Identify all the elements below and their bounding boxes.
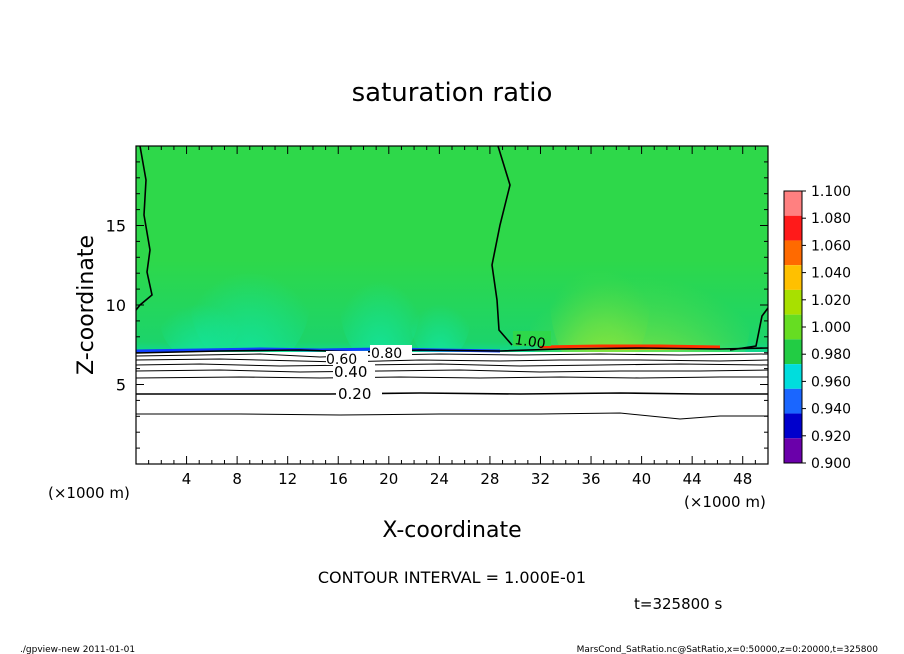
y-tick-label: 5	[116, 376, 126, 395]
moist-region	[410, 280, 470, 360]
contour-interval: CONTOUR INTERVAL = 1.000E-01	[318, 568, 586, 587]
colorbar-swatch	[784, 289, 802, 315]
colorbar-swatch	[784, 438, 802, 463]
colorbar-label: 0.920	[811, 429, 851, 445]
x-tick-label: 32	[531, 470, 550, 488]
x-tick-label: 48	[733, 470, 752, 488]
contour-label: 0.80	[371, 346, 402, 362]
x-tick-label: 44	[683, 470, 702, 488]
y-ticks: 5 10 15	[106, 145, 768, 465]
colorbar-label: 1.020	[811, 293, 851, 309]
contour-label: 1.00	[513, 332, 546, 352]
colorbar-swatch	[784, 314, 802, 340]
colorbar-swatch	[784, 265, 802, 290]
chart-title: saturation ratio	[352, 78, 553, 108]
x-axis-label: X-coordinate	[382, 518, 521, 543]
x-tick-label: 16	[329, 470, 348, 488]
colorbar-label: 0.960	[811, 374, 851, 390]
contour-label: 0.20	[338, 385, 371, 403]
x-tick-label: 8	[232, 470, 242, 488]
x-tick-label: 20	[379, 470, 398, 488]
contour-label: 0.40	[334, 363, 367, 381]
colorbar-swatch	[784, 339, 802, 365]
colorbar-label: 1.060	[811, 238, 851, 254]
x-tick-label: 36	[581, 470, 600, 488]
colorbar-swatch	[784, 215, 802, 241]
colorbar-label: 1.100	[811, 184, 851, 200]
x-tick-label: 12	[278, 470, 297, 488]
surface-layer	[136, 352, 768, 464]
colorbar-label: 0.900	[811, 456, 851, 472]
y-tick-label: 10	[106, 296, 126, 315]
footer-right: MarsCond_SatRatio.nc@SatRatio,x=0:50000,…	[577, 645, 879, 654]
y-tick-label: 15	[106, 217, 126, 236]
x-unit-right: (×1000 m)	[684, 493, 766, 511]
colorbar-swatch	[784, 191, 802, 216]
colorbar-swatch	[784, 364, 802, 389]
moist-region	[340, 245, 420, 365]
colorbar-label: 1.000	[811, 320, 851, 336]
supersaturated-region	[550, 220, 650, 380]
x-unit-left: (×1000 m)	[48, 484, 130, 502]
contour-labels: 1.00 0.80 0.60 0.40 0.20	[326, 331, 551, 403]
footer-left: ./gpview-new 2011-01-01	[20, 645, 135, 654]
x-tick-label: 4	[182, 470, 192, 488]
colorbar-label: 1.080	[811, 211, 851, 227]
red-boundary	[539, 344, 721, 349]
colorbar-swatch	[784, 240, 802, 266]
time-label: t=325800 s	[634, 595, 722, 613]
x-ticks: 4 8 12 16 20 24 28 32 36 40 44 48	[135, 146, 769, 488]
colorbar-swatch	[784, 388, 802, 414]
colorbar: 1.100 1.080 1.060 1.040 1.020 1.000 0.980 0.960…	[783, 184, 851, 472]
colorbar-label: 0.980	[811, 347, 851, 363]
x-tick-label: 40	[632, 470, 651, 488]
colorbar-label: 1.040	[811, 266, 851, 282]
colorbar-swatch	[784, 413, 802, 439]
plot-area: 1.00 0.80 0.60 0.40 0.20	[136, 146, 768, 464]
y-axis-label: Z-coordinate	[74, 235, 99, 375]
x-tick-label: 28	[480, 470, 499, 488]
moist-region	[160, 280, 240, 360]
colorbar-label: 0.940	[811, 402, 851, 418]
x-tick-label: 24	[430, 470, 449, 488]
